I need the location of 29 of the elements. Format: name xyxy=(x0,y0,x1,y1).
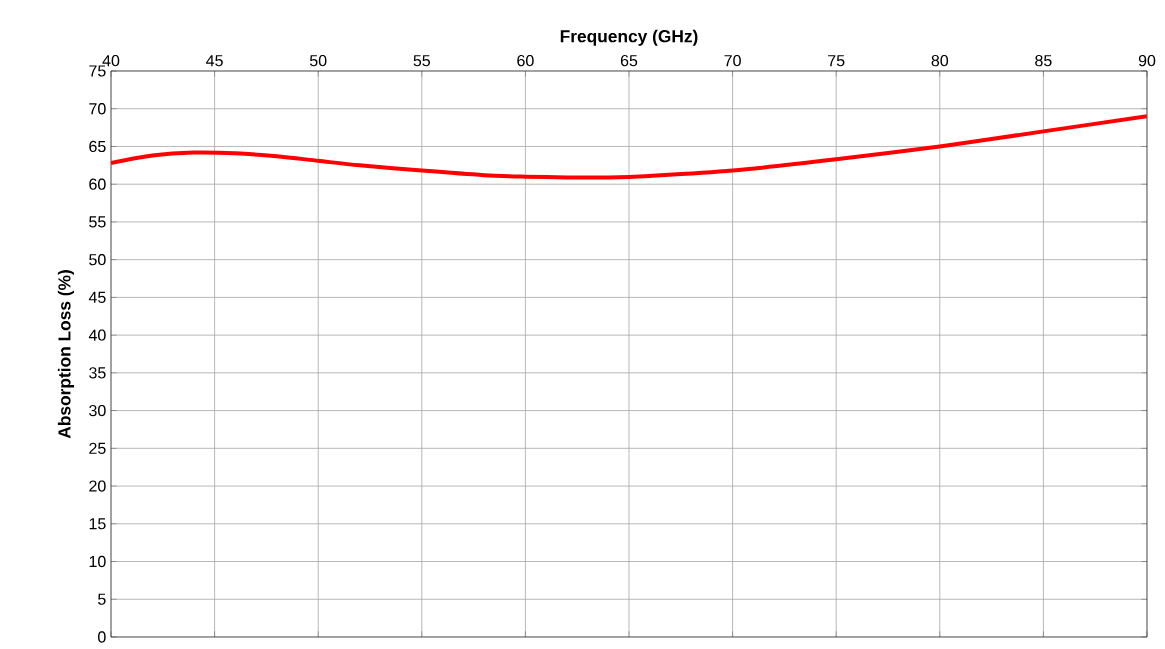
y-tick-label: 35 xyxy=(89,367,106,379)
x-tick-label: 65 xyxy=(620,54,638,67)
y-tick-label: 70 xyxy=(89,103,106,115)
y-axis-title: Absorption Loss (%) xyxy=(57,270,75,439)
y-tick-label: 15 xyxy=(89,518,106,530)
line-series xyxy=(111,114,1147,180)
y-tick-label: 30 xyxy=(89,404,106,417)
x-tick-label: 50 xyxy=(309,54,327,67)
y-tick-label: 20 xyxy=(89,480,106,492)
y-tick-label: 55 xyxy=(89,216,106,228)
y-tick-label: 75 xyxy=(89,65,106,77)
x-tick-label: 70 xyxy=(724,54,741,67)
y-tick-label: 10 xyxy=(89,555,106,568)
x-axis-title: Frequency (GHz) xyxy=(560,29,698,46)
y-tick-label: 25 xyxy=(89,442,106,454)
y-tick-label: 40 xyxy=(88,329,106,341)
x-tick-label: 60 xyxy=(517,54,534,67)
x-tick-label: 90 xyxy=(1138,54,1156,67)
y-tick-label: 50 xyxy=(89,254,106,266)
y-tick-label: 0 xyxy=(98,631,106,643)
x-tick-label: 85 xyxy=(1035,54,1052,67)
y-tick-label: 60 xyxy=(89,178,106,190)
x-tick-label: 80 xyxy=(931,54,949,67)
y-tick-label: 45 xyxy=(88,291,106,303)
y-tick-label: 65 xyxy=(89,140,106,153)
x-tick-label: 75 xyxy=(828,55,845,67)
x-tick-label: 45 xyxy=(206,55,223,67)
y-tick-label: 5 xyxy=(98,593,106,605)
x-tick-label: 55 xyxy=(413,55,431,67)
